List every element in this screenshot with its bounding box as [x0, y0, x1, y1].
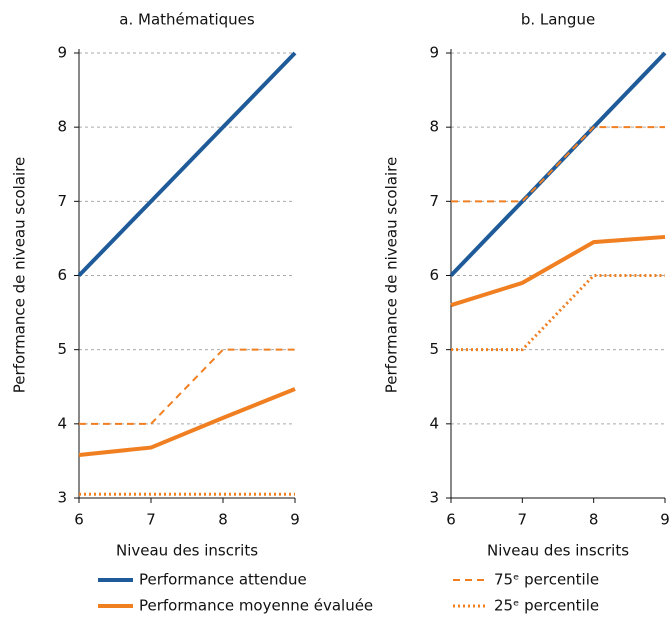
line-series — [451, 274, 665, 352]
line-series — [78, 387, 296, 457]
x-tick-label: 7 — [146, 511, 156, 529]
y-tick-label: 7 — [429, 192, 439, 210]
line-series — [79, 348, 295, 425]
legend-label: Performance moyenne évaluée — [139, 597, 373, 615]
line-series — [451, 126, 665, 203]
x-axis-label: Niveau des inscrits — [487, 542, 629, 560]
y-tick-label: 9 — [57, 44, 67, 62]
legend-label: 75ᵉ percentile — [494, 571, 599, 589]
chart-title: a. Mathématiques — [119, 11, 255, 29]
y-tick-label: 8 — [57, 118, 67, 136]
y-tick-label: 3 — [57, 489, 67, 507]
legend-label: 25ᵉ percentile — [494, 597, 599, 615]
x-tick-label: 8 — [589, 511, 599, 529]
y-axis-label: Performance de niveau scolaire — [11, 157, 29, 393]
x-tick-label: 9 — [290, 511, 300, 529]
y-tick-label: 5 — [57, 340, 67, 358]
legend-label: Performance attendue — [139, 571, 307, 589]
chart-title: b. Langue — [521, 11, 595, 29]
x-axis-label: Niveau des inscrits — [116, 542, 258, 560]
y-tick-label: 3 — [429, 489, 439, 507]
line-series — [77, 51, 297, 277]
x-tick-label: 8 — [218, 511, 228, 529]
y-tick-label: 8 — [429, 118, 439, 136]
y-tick-label: 4 — [429, 414, 439, 432]
y-tick-label: 6 — [429, 266, 439, 284]
y-axis-label: Performance de niveau scolaire — [383, 157, 401, 393]
y-tick-label: 4 — [57, 414, 67, 432]
y-tick-label: 7 — [57, 192, 67, 210]
y-tick-label: 6 — [57, 266, 67, 284]
x-tick-label: 6 — [446, 511, 456, 529]
line-series — [450, 234, 666, 308]
x-tick-label: 9 — [660, 511, 670, 529]
x-tick-label: 7 — [518, 511, 528, 529]
x-tick-label: 6 — [74, 511, 84, 529]
y-tick-label: 5 — [429, 340, 439, 358]
y-tick-label: 9 — [429, 44, 439, 62]
